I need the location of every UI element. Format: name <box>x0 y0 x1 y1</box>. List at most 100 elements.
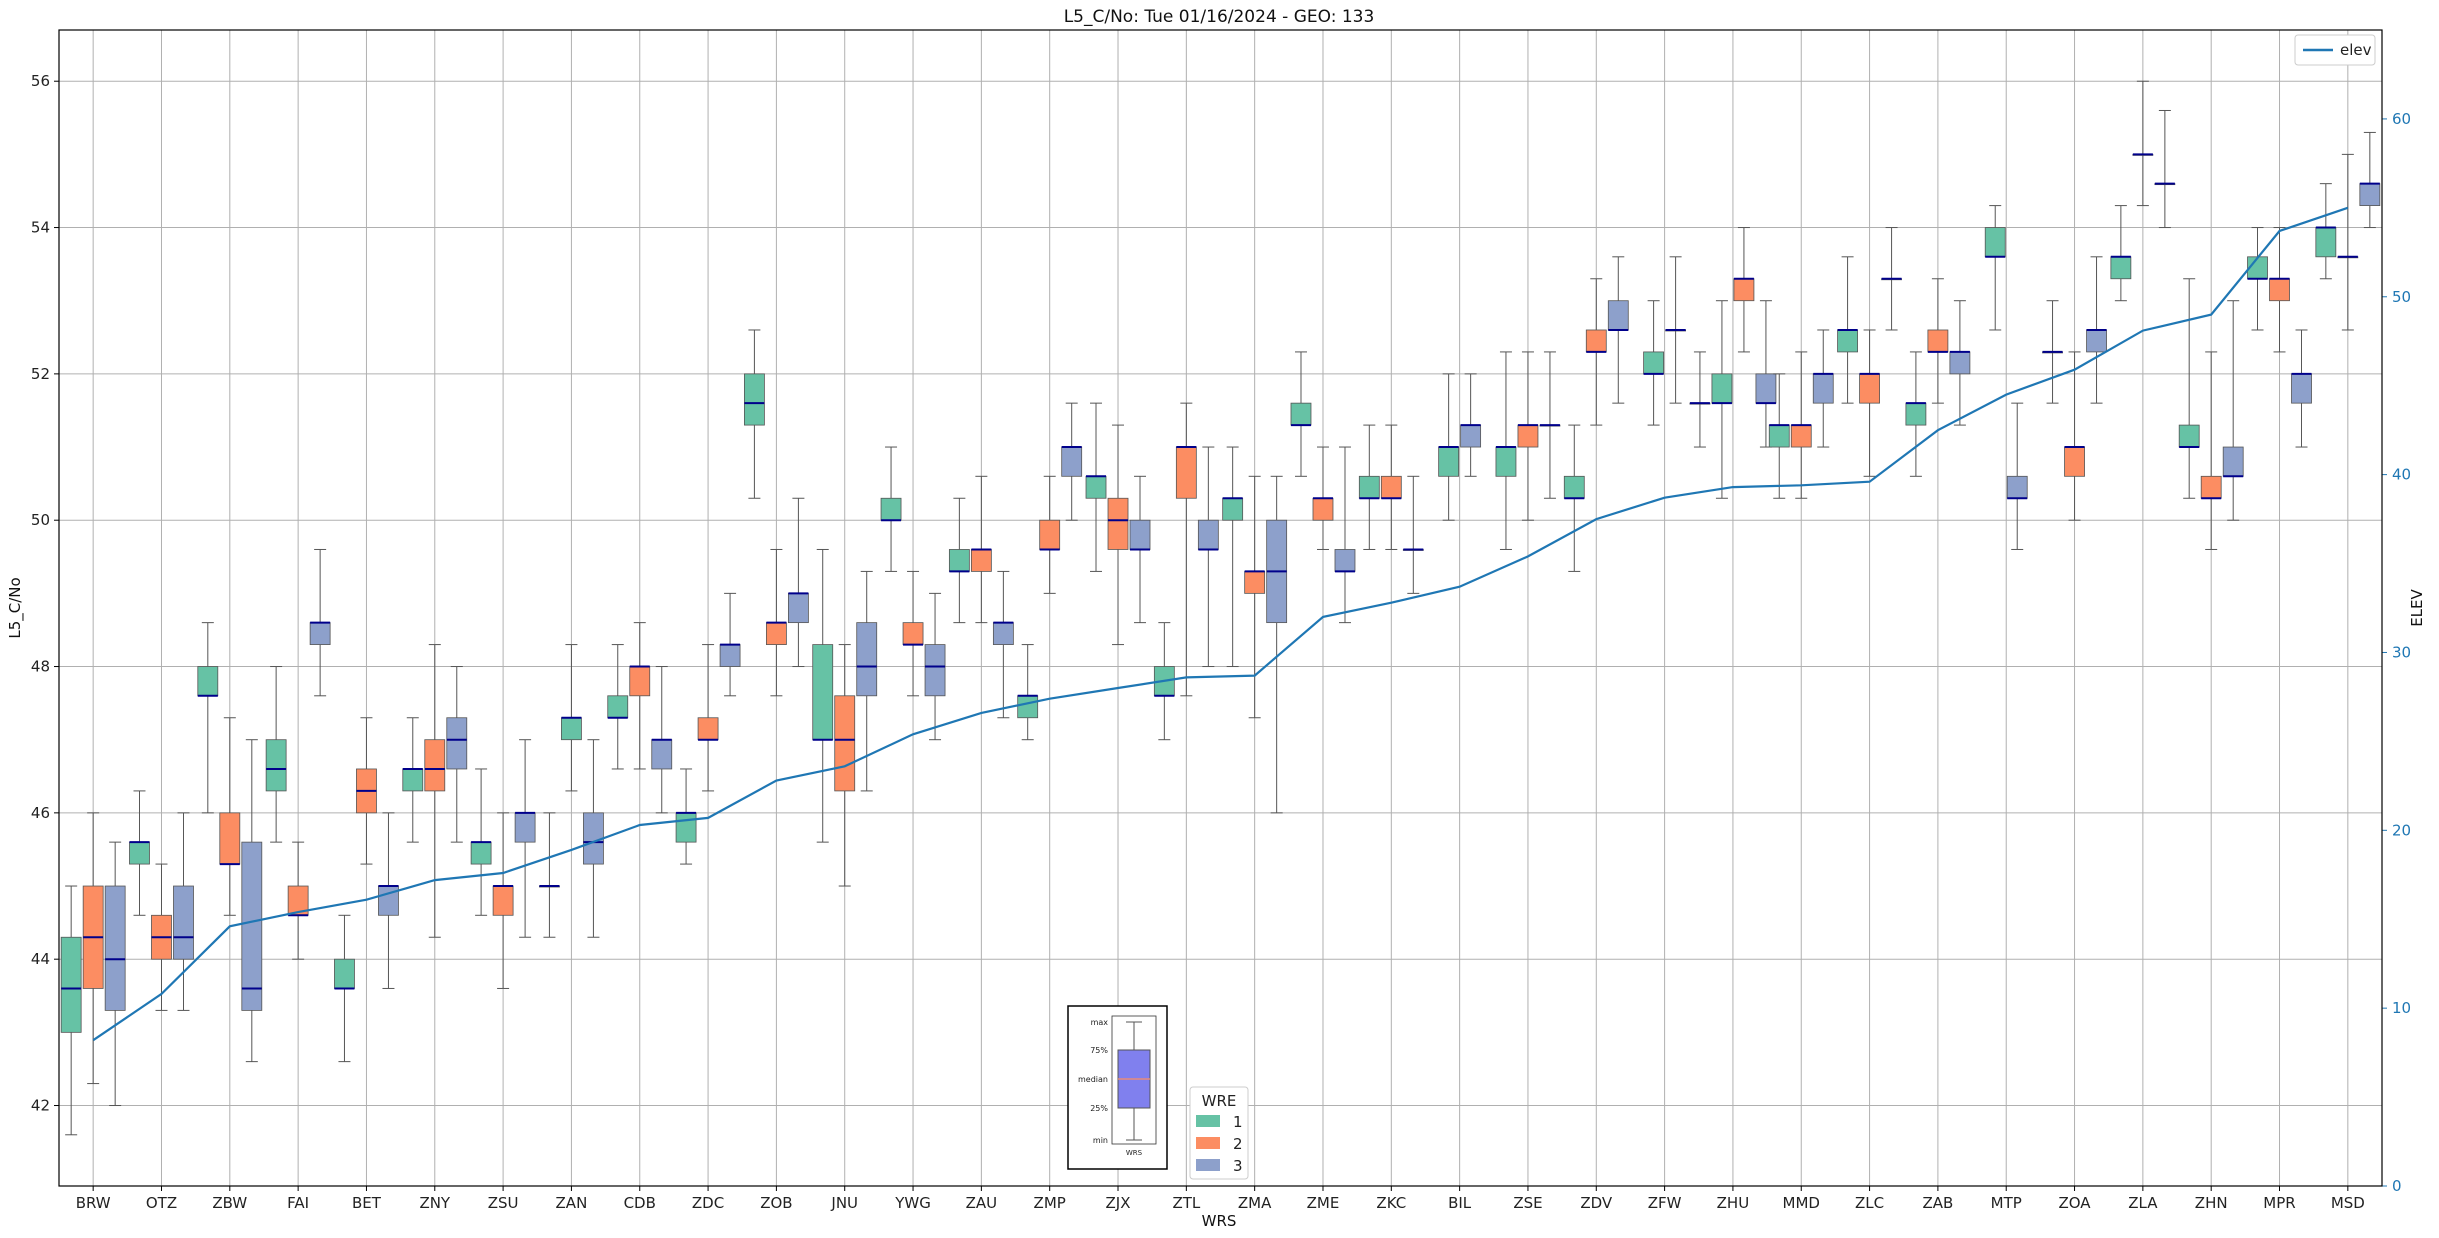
box-zan-wre3 <box>583 739 604 938</box>
box-zme-wre2 <box>1312 446 1334 550</box>
box-zjx-wre1 <box>1085 402 1107 572</box>
x-tick-label: ZSU <box>488 1194 519 1212</box>
box-zhn-wre3 <box>2222 300 2244 521</box>
box-zme-wre3 <box>1334 446 1356 624</box>
x-tick-label: ZHU <box>1717 1194 1750 1212</box>
box-iqr <box>880 497 902 521</box>
box-iqr <box>1768 424 1790 448</box>
box-ywg-wre1 <box>880 446 902 572</box>
box-iqr <box>1837 329 1858 353</box>
box-iqr <box>514 812 536 843</box>
box-zma-wre2 <box>1244 475 1266 719</box>
y2-tick-label: 60 <box>2392 110 2411 128</box>
x-tick-label: MMD <box>1783 1194 1820 1212</box>
box-iqr <box>924 644 946 697</box>
box-otz-wre1 <box>129 790 150 916</box>
box-zhn-wre1 <box>2178 278 2200 499</box>
box-otz-wre3 <box>173 812 194 1011</box>
box-zbw-wre3 <box>241 739 263 1063</box>
box-iqr <box>492 885 514 916</box>
box-iqr <box>309 622 331 645</box>
box-mpr-wre3 <box>2291 329 2312 448</box>
box-iqr <box>743 373 765 426</box>
box-iqr <box>241 841 263 1011</box>
box-zdv-wre3 <box>1607 256 1629 404</box>
box-iqr <box>1061 446 1083 477</box>
inset-inner-frame <box>1111 1015 1157 1145</box>
box-bet-wre2 <box>356 717 377 865</box>
wre-legend-swatch-1 <box>1196 1115 1220 1127</box>
box-zbw-wre2 <box>219 717 241 916</box>
x-tick-label: ZSE <box>1513 1194 1542 1212</box>
x-tick-label: MSD <box>2331 1194 2365 1212</box>
box-zdc-wre3 <box>719 592 741 697</box>
boxplot-key-inset: max 75% median 25% min WRS <box>1067 1005 1168 1170</box>
y2-tick-label: 40 <box>2392 466 2411 484</box>
x-axis-label: WRS <box>1202 1212 1237 1230</box>
box-iqr <box>651 739 673 770</box>
box-iqr <box>1334 549 1356 572</box>
x-axis: BRW OTZ ZBW FAI BET ZNY ZSU ZAN CDB ZDC ZOB JNU YWG Z… <box>76 1186 2365 1212</box>
elev-legend: elev <box>2294 34 2376 66</box>
y-axis: 42 44 46 48 50 52 54 56 <box>31 72 59 1115</box>
x-tick-label: ZLC <box>1855 1194 1884 1212</box>
x-tick-label: OTZ <box>146 1194 177 1212</box>
box-jnu-wre1 <box>812 548 834 843</box>
x-tick-label: BIL <box>1448 1194 1472 1212</box>
box-iqr <box>1495 446 1517 477</box>
x-tick-label: ZTL <box>1172 1194 1200 1212</box>
box-iqr <box>607 695 629 719</box>
x-tick-label: ZKC <box>1376 1194 1406 1212</box>
x-tick-label: BET <box>352 1194 382 1212</box>
box-zob-wre3 <box>787 497 809 668</box>
box-zma-wre1 <box>1222 446 1244 668</box>
box-zlc-wre2 <box>1859 329 1880 477</box>
elev-line-layer <box>92 206 2349 1042</box>
wre-legend-label-3: 3 <box>1233 1157 1243 1175</box>
box-mmd-wre2 <box>1790 351 1812 499</box>
box-zob-wre2 <box>765 548 787 697</box>
chart-title: L5_C/No: Tue 01/16/2024 - GEO: 133 <box>1064 7 1375 27</box>
box-iqr <box>1312 497 1334 521</box>
plot-frame <box>58 29 2383 1187</box>
box-cdb-wre1 <box>607 644 629 770</box>
box-zny-wre1 <box>402 717 424 843</box>
y-tick-label: 46 <box>31 804 50 822</box>
box-ztl-wre2 <box>1175 402 1197 697</box>
box-zse-wre1 <box>1495 351 1517 550</box>
box-fai-wre2 <box>287 841 309 960</box>
y-tick-label: 48 <box>31 658 50 676</box>
box-zjx-wre2 <box>1107 424 1129 646</box>
x-tick-label: MPR <box>2263 1194 2295 1212</box>
box-fai-wre1 <box>265 666 287 843</box>
y2-tick-label: 0 <box>2392 1177 2402 1195</box>
box-iqr <box>265 739 287 792</box>
box-iqr <box>1085 475 1107 499</box>
box-iqr <box>902 622 924 645</box>
box-jnu-wre3 <box>856 570 878 792</box>
wre-legend-swatch-3 <box>1196 1159 1220 1171</box>
box-iqr <box>2178 424 2200 448</box>
box-zmp-wre2 <box>1039 475 1061 594</box>
x-tick-label: ZNY <box>419 1194 450 1212</box>
box-zab-wre3 <box>1949 300 1971 426</box>
box-zob-wre1 <box>743 329 765 499</box>
box-iqr <box>629 666 651 697</box>
wre-legend-title: WRE <box>1202 1092 1237 1110</box>
box-bil-wre3 <box>1460 373 1482 477</box>
box-zhu-wre1 <box>1689 351 1711 448</box>
box-zoa-wre2 <box>2064 351 2085 521</box>
wre-legend-frame <box>1189 1086 1249 1180</box>
elev-legend-frame <box>2294 34 2376 66</box>
box-zhu-wre1 <box>1711 300 1733 499</box>
box-zfw-wre1 <box>1643 300 1665 426</box>
box-brw-wre1 <box>60 885 82 1136</box>
box-msd-wre3 <box>2359 131 2381 229</box>
box-zny-wre3 <box>446 666 468 843</box>
y-tick-label: 50 <box>31 511 50 529</box>
box-iqr <box>60 936 82 1033</box>
box-cdb-wre3 <box>651 666 673 814</box>
box-iqr <box>561 717 582 741</box>
box-zlc-wre3 <box>1881 227 1902 331</box>
box-iqr <box>834 695 856 792</box>
